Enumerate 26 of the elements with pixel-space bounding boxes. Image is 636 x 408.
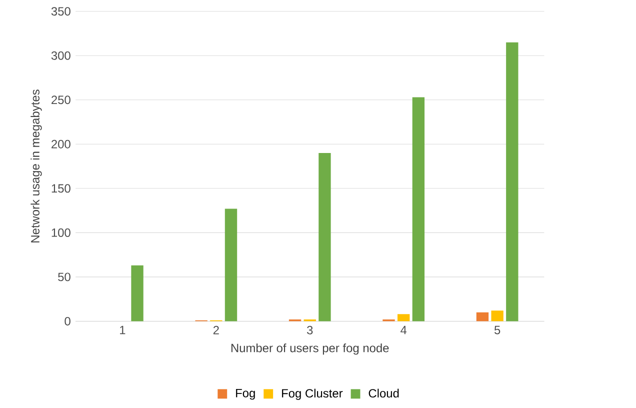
bar [224, 208, 238, 322]
legend-label: Fog Cluster [282, 388, 343, 400]
bar [506, 42, 518, 322]
legend-label: Fog [236, 388, 255, 400]
x-tick-label: 4 [400, 326, 407, 334]
x-tick-label: 1 [120, 326, 126, 334]
bar [412, 97, 425, 322]
bar [318, 152, 331, 322]
bar [491, 310, 504, 322]
y-tick-label: 100 [52, 228, 70, 237]
y-tick-label: 200 [52, 140, 70, 148]
y-tick-label: 50 [58, 272, 70, 282]
x-tick-label: 3 [307, 326, 313, 334]
y-axis-title: Network usage in megabytes [30, 90, 42, 242]
bar [398, 314, 410, 322]
y-tick-label: 150 [52, 184, 70, 193]
bar [476, 312, 489, 322]
y-tick-label: 0 [64, 316, 70, 326]
y-tick-label: 300 [51, 51, 70, 60]
x-tick-label: 2 [213, 326, 219, 334]
y-tick-label: 350 [51, 7, 70, 16]
y-tick-label: 250 [52, 96, 70, 104]
bar [131, 265, 144, 322]
legend-label: Cloud [368, 388, 399, 398]
x-axis-title: Number of users per fog node [231, 343, 389, 355]
x-tick-label: 5 [494, 326, 500, 334]
